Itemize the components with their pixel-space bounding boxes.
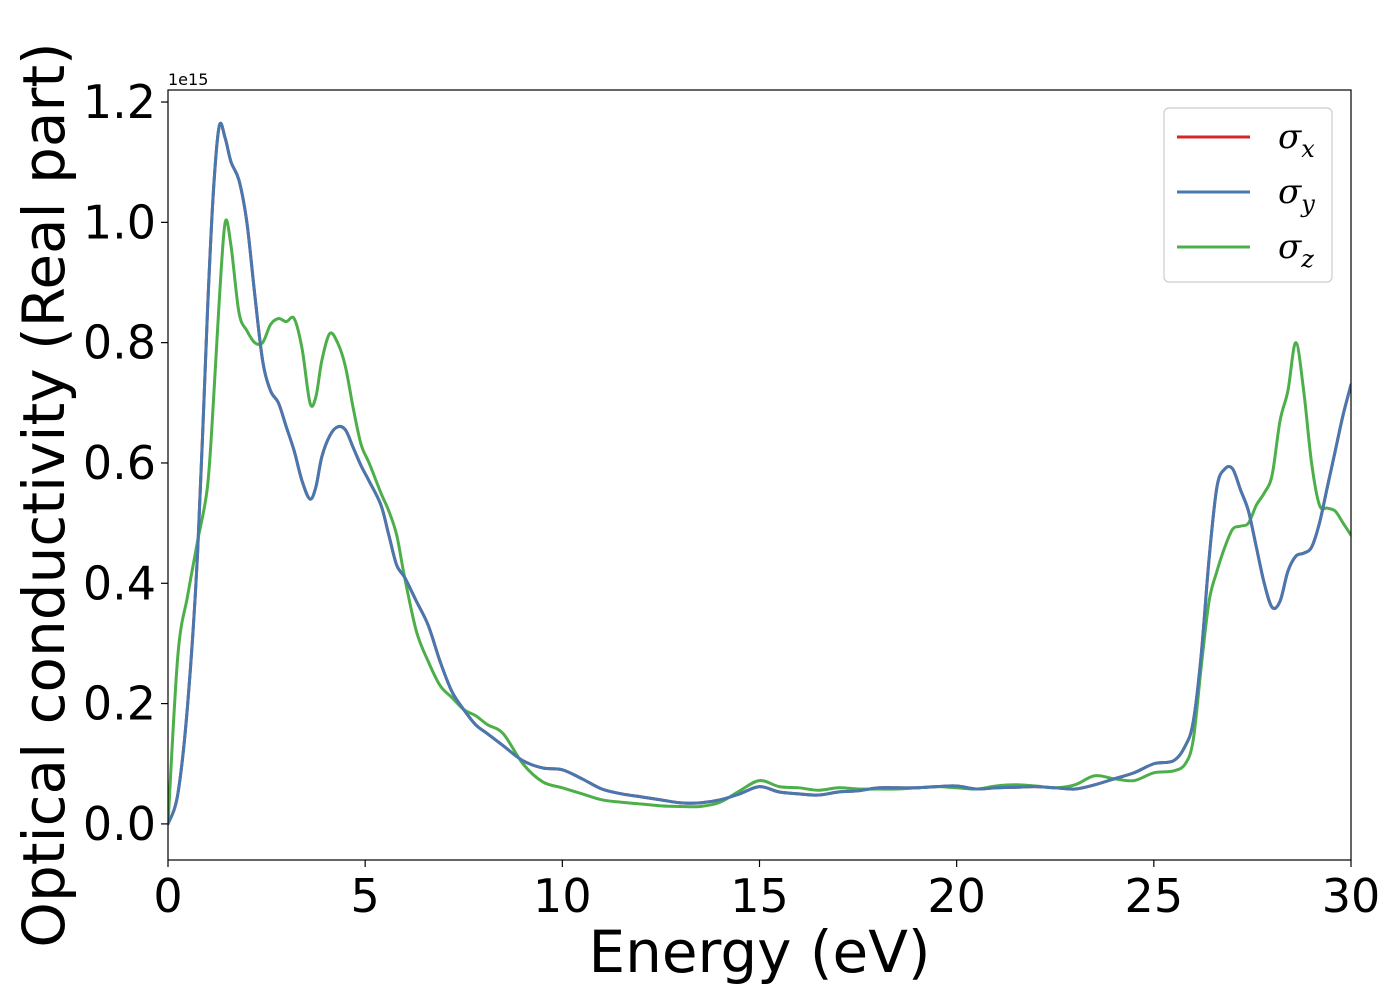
y-tick-label: 0.2 [83, 677, 156, 731]
legend-subscript: y [1300, 190, 1315, 218]
legend-subscript: z [1300, 245, 1314, 273]
y-axis-label: Optical conductivity (Real part) [10, 42, 78, 947]
legend-box [1163, 107, 1333, 283]
x-axis-label: Energy (eV) [588, 918, 930, 986]
x-axis-ticks: 0 5 10 15 20 25 30 [153, 860, 1380, 923]
x-tick-label: 25 [1125, 869, 1184, 923]
y-axis-offset-text: 1e15 [168, 70, 208, 89]
y-tick-label: 0.8 [83, 316, 156, 370]
x-tick-label: 0 [153, 869, 182, 923]
y-tick-label: 1.2 [83, 75, 156, 129]
series-line-y [168, 121, 1351, 826]
legend-symbol: σ [1278, 172, 1302, 212]
x-tick-label: 10 [533, 869, 592, 923]
y-tick-label: 1.0 [83, 195, 156, 249]
legend-entry-x: σx [1278, 117, 1315, 163]
plot-lines [168, 121, 1351, 826]
y-axis-ticks: 0.0 0.2 0.4 0.6 0.8 1.0 1.2 [83, 75, 168, 851]
y-tick-label: 0.0 [83, 797, 156, 851]
legend-entry-z: σz [1278, 227, 1314, 273]
x-tick-label: 20 [927, 869, 986, 923]
legend-subscript: x [1301, 135, 1315, 163]
x-tick-label: 30 [1322, 869, 1381, 923]
legend-symbol: σ [1278, 227, 1302, 267]
y-tick-label: 0.6 [83, 436, 156, 490]
x-tick-label: 15 [730, 869, 789, 923]
legend-entry-y: σy [1278, 172, 1315, 218]
y-tick-label: 0.4 [83, 556, 156, 610]
legend-symbol: σ [1278, 117, 1302, 157]
series-line-z [168, 218, 1351, 826]
x-tick-label: 5 [351, 869, 380, 923]
